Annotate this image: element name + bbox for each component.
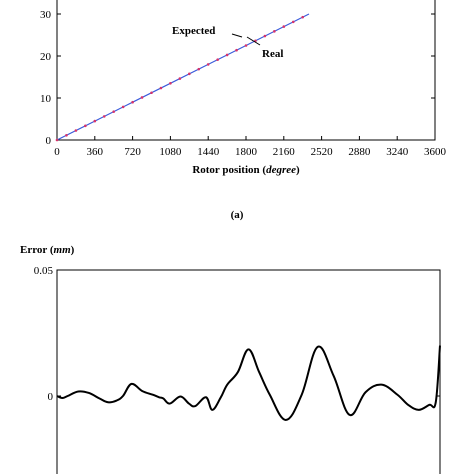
chart-a-series-real-point [65,133,68,137]
chart-a-series-real-point [159,86,163,90]
chart-a-series-real-point [112,110,115,113]
chart-a: 0 10 20 30 0 360 720 1080 1440 1800 2160 2520 2880 3… [40,0,447,221]
chart-a-series-real-point [197,67,201,71]
chart-a-series-real-point [301,15,305,19]
chart-a-x-tick-label: 720 [124,146,141,158]
chart-a-x-tick-label: 360 [87,146,104,158]
chart-a-y-tick-label: 0 [46,135,52,147]
chart-a-series-real-point [169,82,172,85]
chart-a-x-tick-label: 2520 [311,146,334,158]
chart-a-series-real-point [178,77,182,80]
chart-a-annotation-leader-expected [231,33,243,38]
chart-b: Error (mm) 0.05 0 [20,244,441,474]
chart-a-series-real-point [131,100,134,104]
chart-a-series-real-point [225,53,229,57]
chart-a-series-real-point [55,138,59,142]
chart-a-series-real-point [273,30,276,33]
chart-a-series-real-point [188,72,191,76]
chart-b-error-line [56,345,441,421]
chart-a-caption: (a) [231,209,244,221]
chart-b-y-tick-label: 0 [48,391,54,403]
chart-a-y-tick-label: 30 [40,9,52,21]
chart-b-plot-area [56,269,441,474]
chart-b-y-axis-label: Error (mm) [20,244,75,256]
chart-a-x-axis-label: Rotor position (degree) [192,164,300,176]
chart-a-x-tick-label: 1080 [159,146,182,158]
chart-a-series-real-point [282,25,286,28]
chart-b-y-tick-label: 0.05 [34,265,54,277]
chart-a-x-tick-label: 0 [54,146,60,158]
chart-a-x-tick-label: 3240 [386,146,409,158]
chart-a-series-real-point [235,48,238,52]
chart-a-plot-area [56,0,436,141]
chart-a-series-real-point [150,91,153,95]
chart-a-series-real-point [93,119,97,123]
chart-a-series-real-point [140,96,144,99]
chart-a-annotation-expected: Expected [172,25,215,37]
chart-a-series-real-point [206,63,210,66]
chart-a-series-real-point [216,58,219,61]
chart-a-x-tick-label: 1440 [197,146,220,158]
chart-a-x-tick-label: 1800 [235,146,258,158]
chart-a-series-real-point [291,20,295,24]
chart-a-series-real-point [244,44,248,47]
chart-a-series-real-point [263,34,267,38]
chart-a-annotation-leader-real [246,36,261,46]
chart-a-x-tick-label: 3600 [424,146,447,158]
chart-a-series-real-point [84,124,87,128]
chart-a-x-tick-label: 2160 [273,146,296,158]
chart-a-series-real-point [121,105,125,109]
chart-a-series-real-point [74,129,78,132]
chart-a-x-tick-label: 2880 [348,146,371,158]
chart-a-annotation-real: Real [262,48,283,60]
chart-a-series-real-point [102,115,106,118]
chart-a-y-tick-label: 20 [40,51,52,63]
chart-a-y-tick-label: 10 [40,93,52,105]
